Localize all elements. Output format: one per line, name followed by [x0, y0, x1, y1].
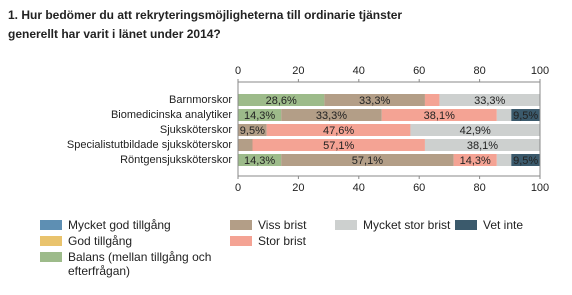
value-label: 14,3%: [244, 155, 275, 167]
value-label: 14,3%: [244, 110, 275, 122]
legend-swatch: [230, 220, 252, 230]
bar-segment: [424, 94, 440, 106]
x-tick-label: 100: [531, 65, 549, 77]
legend-label: Mycket stor brist: [363, 218, 451, 232]
bar-segment: [453, 154, 497, 166]
value-label: 14,3%: [460, 155, 491, 167]
bar-segment: [496, 154, 512, 166]
legend-label: Balans (mellan tillgång och efterfrågan): [68, 250, 212, 278]
bar-segment: [381, 109, 497, 121]
legend-label: Vet inte: [483, 218, 524, 232]
bar-segment: [238, 139, 253, 151]
bar-segment: [511, 109, 540, 121]
legend-label: Mycket god tillgång: [68, 218, 171, 232]
legend-label: Stor brist: [258, 234, 307, 248]
x-tick-label: 0: [235, 65, 241, 77]
bar-segment: [252, 139, 425, 151]
legend-swatch: [230, 236, 252, 246]
value-label: 28,6%: [266, 95, 297, 107]
bar-segment: [281, 154, 454, 166]
legend-swatch: [40, 236, 62, 246]
legend-item: Mycket god tillgång: [40, 218, 171, 232]
value-label: 9,5%: [513, 155, 538, 167]
legend-item: Balans (mellan tillgång och efterfrågan): [40, 250, 230, 278]
bar-segment: [511, 154, 540, 166]
legend-swatch: [40, 220, 62, 230]
legend-label: Viss brist: [258, 218, 307, 232]
value-label: 33,3%: [359, 95, 390, 107]
legend-item: Mycket stor brist: [335, 218, 450, 232]
bar-segment: [496, 109, 512, 121]
chart-title: 1. Hur bedömer du att rekryteringsmöjlig…: [8, 8, 403, 41]
x-tick-label: 60: [413, 182, 425, 194]
x-tick-label: 0: [235, 182, 241, 194]
bar-segment: [266, 124, 411, 136]
value-label: 38,1%: [424, 110, 455, 122]
value-label: 42,9%: [460, 125, 491, 137]
x-tick-label: 20: [292, 65, 304, 77]
value-label: 57,1%: [323, 140, 354, 152]
value-label: 57,1%: [352, 155, 383, 167]
x-tick-label: 20: [292, 182, 304, 194]
value-label: 38,1%: [467, 140, 498, 152]
x-tick-label: 80: [473, 182, 485, 194]
category-label: Specialistutbildade sjuksköterskor: [67, 139, 232, 151]
legend-item: God tillgång: [40, 234, 132, 248]
legend-item: Stor brist: [230, 234, 306, 248]
category-label: Barnmorskor: [169, 94, 232, 106]
bar-segment: [410, 124, 540, 136]
x-tick-label: 80: [473, 65, 485, 77]
bar-segment: [238, 154, 282, 166]
legend-label: God tillgång: [68, 234, 133, 248]
bar-segment: [439, 94, 540, 106]
bar-segment: [238, 124, 267, 136]
plot-frame: [237, 81, 541, 177]
x-tick-label: 40: [353, 65, 365, 77]
legend-swatch: [335, 220, 357, 230]
x-tick-label: 60: [413, 65, 425, 77]
legend-item: Viss brist: [230, 218, 306, 232]
value-label: 33,3%: [474, 95, 505, 107]
bar-segment: [281, 109, 382, 121]
category-label: Sjuksköterskor: [160, 124, 232, 136]
value-label: 9,5%: [240, 125, 265, 137]
x-tick-label: 40: [353, 182, 365, 194]
legend-swatch: [40, 252, 62, 262]
bar-segment: [324, 94, 425, 106]
value-label: 33,3%: [316, 110, 347, 122]
x-tick-label: 100: [531, 182, 549, 194]
bar-segment: [238, 94, 325, 106]
bar-segment: [424, 139, 540, 151]
legend-item: Vet inte: [455, 218, 523, 232]
category-label: Röntgensjuksköterskor: [120, 154, 232, 166]
value-label: 9,5%: [513, 110, 538, 122]
bar-segment: [238, 109, 282, 121]
legend-swatch: [455, 220, 477, 230]
category-label: Biomedicinska analytiker: [111, 109, 232, 121]
value-label: 47,6%: [323, 125, 354, 137]
